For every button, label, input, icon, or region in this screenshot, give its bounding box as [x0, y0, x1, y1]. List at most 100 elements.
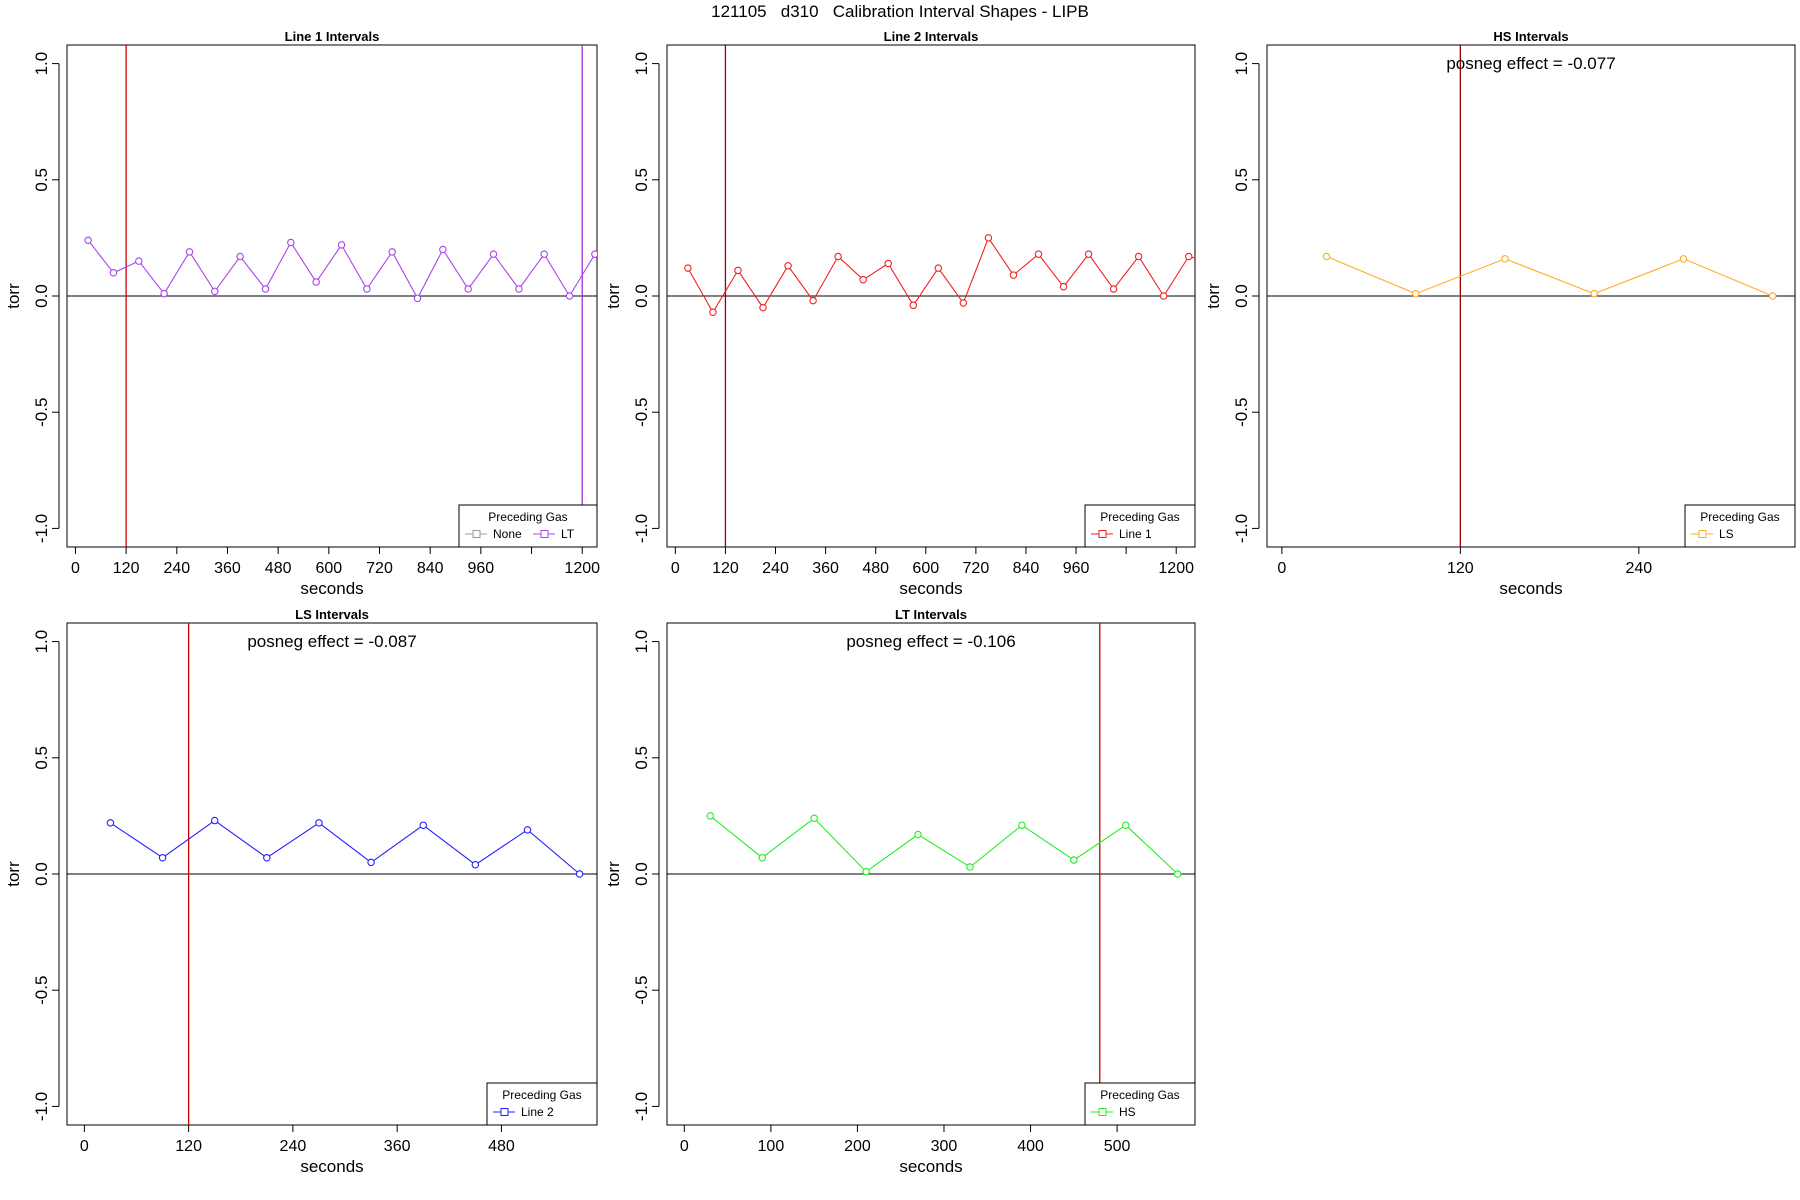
legend-marker	[1098, 530, 1107, 538]
data-point	[759, 303, 767, 312]
chart-panel-5: LT Intervals -1.0 -0.5 0.0 0.5 1.0 torr 0 100 200…	[604, 607, 1196, 1176]
data-point	[312, 278, 320, 286]
y-tick-label: -0.5	[32, 976, 51, 1005]
y-tick-label: 0.5	[632, 168, 651, 192]
data-point	[489, 250, 498, 258]
data-point	[565, 292, 574, 300]
data-point	[1411, 289, 1420, 298]
x-tick-label: 840	[1013, 560, 1040, 577]
data-point	[185, 248, 194, 256]
legend-title: Preceding Gas	[1100, 1088, 1179, 1102]
y-axis-label: torr	[4, 283, 23, 309]
data-point	[709, 308, 717, 317]
series-area	[106, 816, 584, 878]
x-tick-label: 0	[80, 1138, 89, 1155]
data-point	[1322, 252, 1331, 261]
legend-label: Line 1	[1119, 527, 1152, 541]
legend-box	[1084, 1082, 1196, 1126]
data-point	[1768, 292, 1777, 300]
data-point	[263, 853, 271, 862]
x-tick-label: 200	[844, 1138, 871, 1155]
x-axis-label: seconds	[899, 579, 962, 598]
legend-marker	[500, 1108, 509, 1116]
data-point	[315, 819, 323, 827]
legend-label: LS	[1719, 527, 1734, 541]
data-point	[523, 826, 532, 834]
data-point	[439, 245, 447, 254]
chart-panel-1: Line 1 Intervals -1.0 -0.5 0.0 0.5 1.0 torr 0 12…	[4, 29, 600, 598]
series-area	[684, 234, 1217, 317]
panel-title: HS Intervals	[1493, 29, 1568, 44]
x-tick-label: 100	[758, 1138, 785, 1155]
y-tick-label: -0.5	[32, 398, 51, 427]
x-axis: 0 120 240 360 480 600 720 840 960 1200	[671, 546, 1194, 577]
x-tick-label: 600	[315, 560, 342, 577]
x-tick-label: 120	[712, 560, 739, 577]
data-point	[1134, 252, 1143, 261]
y-tick-label: 0.0	[32, 862, 51, 886]
y-tick-label: 0.0	[632, 284, 651, 308]
y-tick-label: -1.0	[32, 1092, 51, 1121]
x-tick-label: 600	[912, 560, 939, 577]
x-axis-label: seconds	[1499, 579, 1562, 598]
x-tick-label: 240	[163, 560, 190, 577]
data-point	[758, 853, 766, 862]
data-point	[1501, 255, 1509, 263]
y-axis-label: torr	[1204, 283, 1223, 309]
y-tick-label: -1.0	[1232, 514, 1251, 543]
y-axis: -1.0 -0.5 0.0 0.5 1.0	[632, 630, 660, 1121]
y-tick-label: -1.0	[632, 1092, 651, 1121]
data-point	[1211, 260, 1217, 266]
y-axis-label: torr	[4, 861, 23, 887]
legend-box	[458, 504, 598, 548]
data-point	[210, 816, 219, 825]
x-tick-label: 480	[265, 560, 292, 577]
y-tick-label: -1.0	[32, 514, 51, 543]
y-tick-label: 0.0	[32, 284, 51, 308]
legend: Preceding Gas Line 1	[1084, 504, 1196, 548]
x-axis: 0 120 240 360 480 600 720 840 960 1200	[71, 546, 600, 577]
legend-title: Preceding Gas	[502, 1088, 581, 1102]
y-tick-label: 0.0	[632, 862, 651, 886]
x-tick-label: 360	[214, 560, 241, 577]
data-point	[1679, 255, 1688, 263]
x-tick-label: 720	[963, 560, 990, 577]
data-point	[106, 819, 115, 827]
data-point	[914, 830, 922, 839]
data-point	[158, 853, 167, 862]
series-line	[110, 819, 580, 875]
panel-title: LS Intervals	[295, 607, 369, 622]
data-point	[419, 821, 427, 829]
figure-title: 121105 d310 Calibration Interval Shapes …	[711, 2, 1089, 21]
series-line	[709, 815, 1179, 875]
series-line	[1326, 255, 1773, 297]
panel-title: LT Intervals	[895, 607, 967, 622]
data-point	[236, 252, 244, 261]
data-point	[1070, 856, 1078, 864]
x-tick-label: 960	[1063, 560, 1090, 577]
data-point	[784, 262, 792, 270]
data-point	[934, 264, 943, 272]
posneg-annotation: posneg effect = -0.087	[247, 632, 416, 651]
data-point	[471, 860, 480, 869]
x-tick-label: 400	[1017, 1138, 1044, 1155]
x-tick-label: 240	[762, 560, 789, 577]
y-tick-label: 0.5	[32, 746, 51, 770]
data-point	[337, 241, 346, 249]
legend-label: Line 2	[521, 1105, 554, 1119]
y-tick-label: 0.0	[1232, 284, 1251, 308]
data-point	[706, 812, 715, 820]
legend-title: Preceding Gas	[488, 510, 567, 524]
legend: Preceding Gas HS	[1084, 1082, 1196, 1126]
chart-panel-4: LS Intervals -1.0 -0.5 0.0 0.5 1.0 torr 0 120 240…	[4, 607, 598, 1176]
data-point	[109, 269, 118, 277]
data-point	[884, 259, 892, 268]
data-point	[1034, 250, 1043, 258]
data-point	[367, 858, 375, 867]
y-tick-label: 1.0	[632, 52, 651, 76]
x-axis: 0 120 240 360 480	[80, 1124, 515, 1155]
y-axis: -1.0 -0.5 0.0 0.5 1.0	[1232, 52, 1260, 543]
data-point	[859, 275, 867, 284]
legend-label: LT	[561, 527, 575, 541]
